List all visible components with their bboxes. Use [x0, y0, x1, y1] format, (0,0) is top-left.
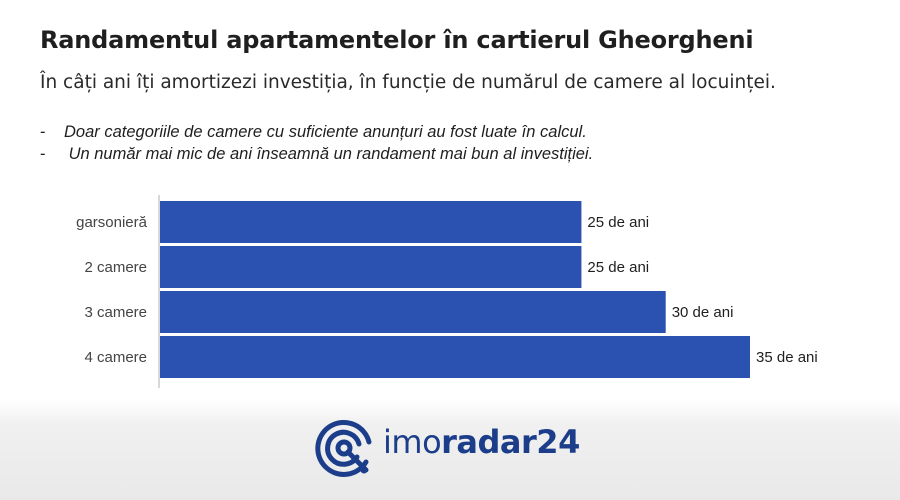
chart-title: Randamentul apartamentelor în cartierul … — [40, 26, 754, 54]
value-label: 25 de ani — [587, 214, 649, 231]
bar-chart: garsonieră 25 de ani 2 camere 25 de ani 3 ca… — [76, 195, 818, 388]
bar — [160, 291, 666, 333]
value-label: 30 de ani — [672, 304, 734, 321]
bar — [160, 201, 582, 243]
bar — [160, 246, 582, 288]
value-label: 25 de ani — [587, 259, 649, 276]
value-label: 35 de ani — [756, 349, 818, 366]
category-label: 3 camere — [84, 304, 147, 321]
footer — [0, 400, 900, 500]
bar — [160, 336, 750, 378]
brand-name: imoradar24 — [383, 423, 580, 461]
note-bullet: - — [40, 123, 46, 141]
chart-subtitle: În câți ani îți amortizezi investiția, î… — [40, 72, 776, 93]
brand-name-light: imo — [383, 423, 442, 461]
brand-name-bold: radar24 — [441, 423, 580, 461]
note-bullet: - — [40, 145, 46, 163]
note-item: - Un număr mai mic de ani înseamnă un ra… — [40, 145, 593, 164]
note-text: Doar categoriile de camere cu suficiente… — [64, 123, 587, 141]
category-label: 4 camere — [84, 349, 147, 366]
category-label: garsonieră — [76, 214, 148, 231]
category-label: 2 camere — [84, 259, 147, 276]
radar-target-icon — [315, 419, 372, 477]
note-text: Un număr mai mic de ani înseamnă un rand… — [64, 145, 594, 163]
note-item: - Doar categoriile de camere cu suficient… — [40, 123, 587, 142]
